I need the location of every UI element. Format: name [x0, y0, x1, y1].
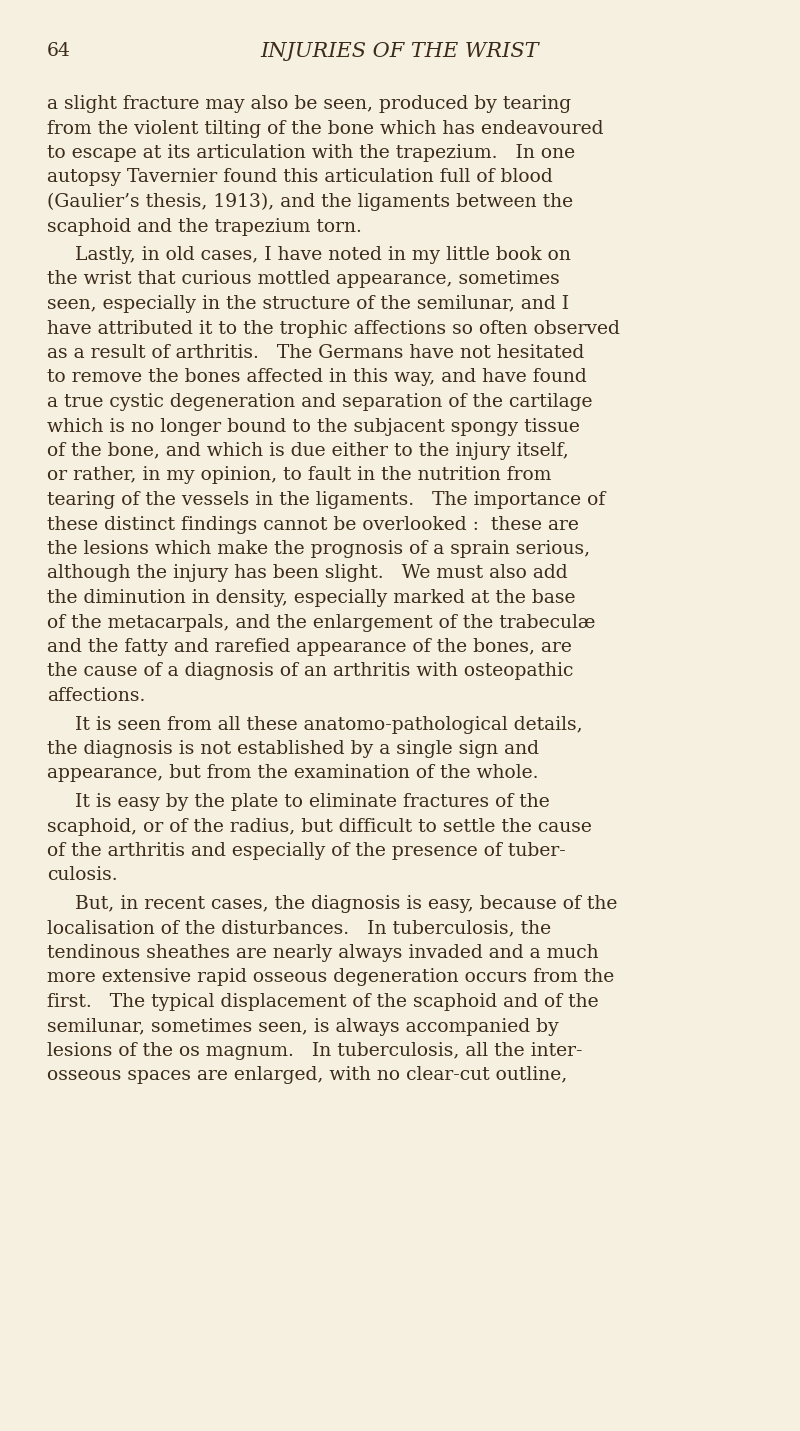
Text: the cause of a diagnosis of an arthritis with osteopathic: the cause of a diagnosis of an arthritis…	[47, 663, 574, 681]
Text: It is easy by the plate to eliminate fractures of the: It is easy by the plate to eliminate fra…	[75, 793, 550, 811]
Text: appearance, but from the examination of the whole.: appearance, but from the examination of …	[47, 764, 538, 783]
Text: the lesions which make the prognosis of a sprain serious,: the lesions which make the prognosis of …	[47, 539, 590, 558]
Text: although the injury has been slight.   We must also add: although the injury has been slight. We …	[47, 564, 568, 582]
Text: culosis.: culosis.	[47, 867, 118, 884]
Text: to remove the bones affected in this way, and have found: to remove the bones affected in this way…	[47, 369, 586, 386]
Text: to escape at its articulation with the trapezium.   In one: to escape at its articulation with the t…	[47, 145, 575, 162]
Text: have attributed it to the trophic affections so often observed: have attributed it to the trophic affect…	[47, 319, 620, 338]
Text: a true cystic degeneration and separation of the cartilage: a true cystic degeneration and separatio…	[47, 394, 593, 411]
Text: tearing of the vessels in the ligaments.   The importance of: tearing of the vessels in the ligaments.…	[47, 491, 606, 509]
Text: of the metacarpals, and the enlargement of the trabeculæ: of the metacarpals, and the enlargement …	[47, 614, 595, 631]
Text: localisation of the disturbances.   In tuberculosis, the: localisation of the disturbances. In tub…	[47, 920, 551, 937]
Text: and the fatty and rarefied appearance of the bones, are: and the fatty and rarefied appearance of…	[47, 638, 572, 655]
Text: these distinct findings cannot be overlooked :  these are: these distinct findings cannot be overlo…	[47, 515, 579, 534]
Text: scaphoid and the trapezium torn.: scaphoid and the trapezium torn.	[47, 218, 362, 236]
Text: 64: 64	[47, 41, 71, 60]
Text: seen, especially in the structure of the semilunar, and I: seen, especially in the structure of the…	[47, 295, 569, 313]
Text: of the arthritis and especially of the presence of tuber-: of the arthritis and especially of the p…	[47, 841, 566, 860]
Text: more extensive rapid osseous degeneration occurs from the: more extensive rapid osseous degeneratio…	[47, 969, 614, 986]
Text: a slight fracture may also be seen, produced by tearing: a slight fracture may also be seen, prod…	[47, 94, 571, 113]
Text: autopsy Tavernier found this articulation full of blood: autopsy Tavernier found this articulatio…	[47, 169, 553, 186]
Text: the diminution in density, especially marked at the base: the diminution in density, especially ma…	[47, 590, 575, 607]
Text: But, in recent cases, the diagnosis is easy, because of the: But, in recent cases, the diagnosis is e…	[75, 894, 618, 913]
Text: lesions of the os magnum.   In tuberculosis, all the inter-: lesions of the os magnum. In tuberculosi…	[47, 1042, 582, 1060]
Text: It is seen from all these anatomo-pathological details,: It is seen from all these anatomo-pathol…	[75, 716, 582, 734]
Text: which is no longer bound to the subjacent spongy tissue: which is no longer bound to the subjacen…	[47, 418, 580, 435]
Text: as a result of arthritis.   The Germans have not hesitated: as a result of arthritis. The Germans ha…	[47, 343, 584, 362]
Text: from the violent tilting of the bone which has endeavoured: from the violent tilting of the bone whi…	[47, 120, 603, 137]
Text: or rather, in my opinion, to fault in the nutrition from: or rather, in my opinion, to fault in th…	[47, 467, 551, 485]
Text: tendinous sheathes are nearly always invaded and a much: tendinous sheathes are nearly always inv…	[47, 944, 598, 962]
Text: semilunar, sometimes seen, is always accompanied by: semilunar, sometimes seen, is always acc…	[47, 1017, 558, 1036]
Text: the wrist that curious mottled appearance, sometimes: the wrist that curious mottled appearanc…	[47, 270, 560, 289]
Text: (Gaulier’s thesis, 1913), and the ligaments between the: (Gaulier’s thesis, 1913), and the ligame…	[47, 193, 573, 212]
Text: affections.: affections.	[47, 687, 146, 705]
Text: scaphoid, or of the radius, but difficult to settle the cause: scaphoid, or of the radius, but difficul…	[47, 817, 592, 836]
Text: first.   The typical displacement of the scaphoid and of the: first. The typical displacement of the s…	[47, 993, 598, 1010]
Text: Lastly, in old cases, I have noted in my little book on: Lastly, in old cases, I have noted in my…	[75, 246, 571, 263]
Text: the diagnosis is not established by a single sign and: the diagnosis is not established by a si…	[47, 740, 539, 758]
Text: INJURIES OF THE WRIST: INJURIES OF THE WRIST	[261, 41, 539, 62]
Text: osseous spaces are enlarged, with no clear-cut outline,: osseous spaces are enlarged, with no cle…	[47, 1066, 567, 1085]
Text: of the bone, and which is due either to the injury itself,: of the bone, and which is due either to …	[47, 442, 569, 459]
